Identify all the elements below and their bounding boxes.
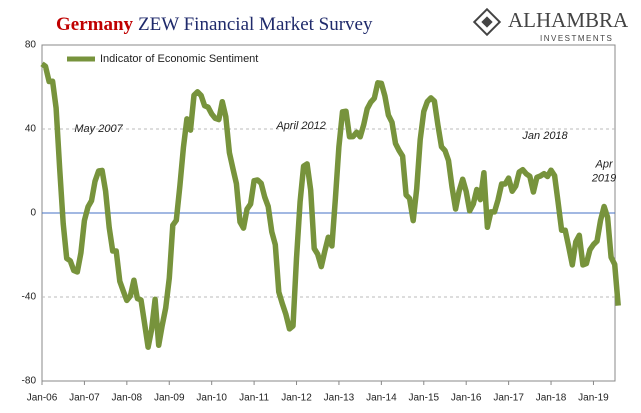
legend-label: Indicator of Economic Sentiment (100, 53, 258, 65)
title-main: ZEW Financial Market Survey (138, 14, 373, 35)
x-tick-label: Jan-16 (451, 393, 482, 404)
x-tick-label: Jan-08 (112, 393, 143, 404)
x-tick-label: Jan-13 (324, 393, 355, 404)
logo-tagline: INVESTMENTS (540, 34, 613, 43)
x-tick-label: Jan-09 (154, 393, 185, 404)
logo-icon-inner (481, 16, 493, 28)
x-tick-label: Jan-18 (536, 393, 567, 404)
y-tick-label: -80 (22, 376, 37, 387)
y-tick-label: -40 (22, 292, 37, 303)
logo-name: ALHAMBRA (508, 8, 629, 32)
logo-icon (472, 7, 502, 37)
annotation: Jan 2018 (521, 130, 568, 142)
logo: ALHAMBRA INVESTMENTS (472, 7, 629, 43)
y-tick-label: 40 (25, 124, 37, 135)
annotation: April 2012 (275, 120, 326, 132)
series-line (40, 61, 621, 350)
x-tick-label: Jan-07 (69, 393, 100, 404)
x-tick-label: Jan-14 (366, 393, 397, 404)
x-tick-label: Jan-06 (27, 393, 58, 404)
x-tick-label: Jan-17 (493, 393, 524, 404)
x-tick-label: Jan-10 (196, 393, 227, 404)
y-tick-label: 80 (25, 40, 37, 51)
x-tick-label: Jan-19 (578, 393, 609, 404)
chart-title: Germany ZEW Financial Market Survey (56, 14, 373, 35)
x-tick-label: Jan-15 (408, 393, 439, 404)
annotation: Apr 2019 (591, 158, 616, 184)
title-prefix: Germany (56, 14, 134, 35)
y-tick-label: 0 (30, 208, 36, 219)
x-tick-label: Jan-11 (239, 393, 269, 404)
annotation: May 2007 (74, 123, 123, 135)
x-tick-label: Jan-12 (281, 393, 312, 404)
